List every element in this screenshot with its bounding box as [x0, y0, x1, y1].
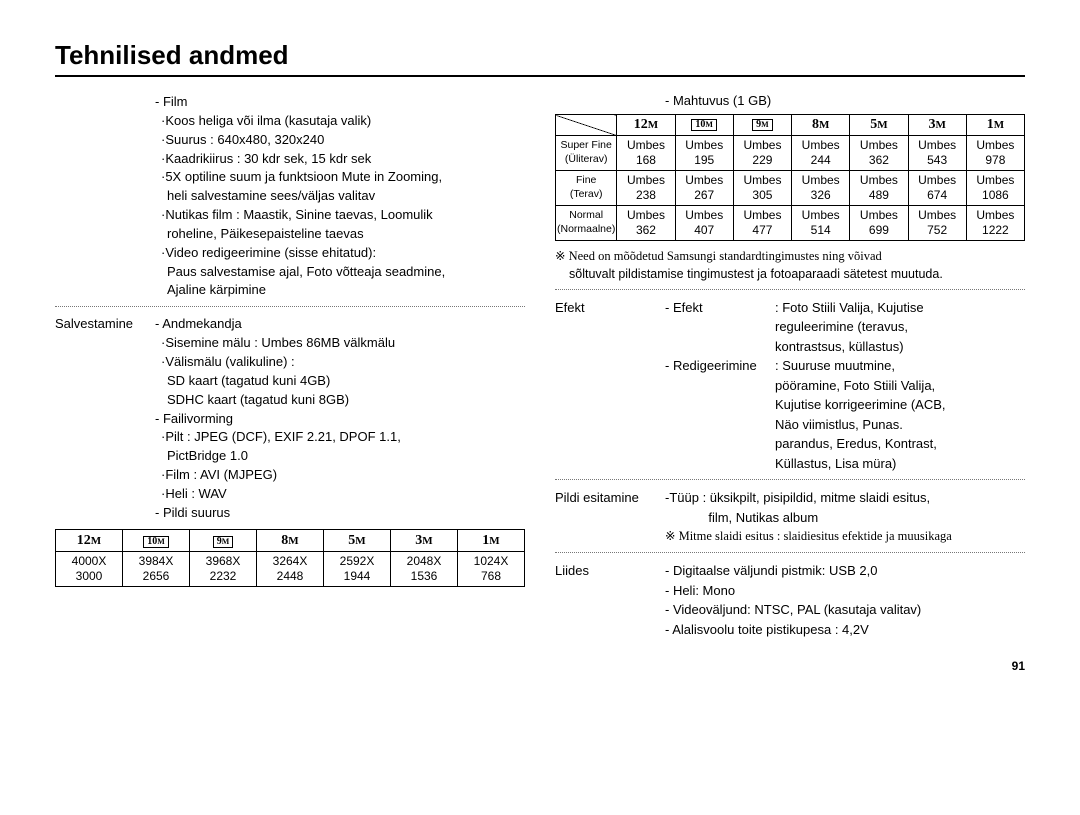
capacity-note: ※ Need on mõõdetud Samsungi standardting…	[555, 247, 1025, 283]
table-cell: Umbes244	[792, 135, 850, 170]
film-heading: - Film	[155, 93, 525, 112]
spec-line: roheline, Päikesepaisteline taevas	[167, 225, 525, 244]
pildi-label: Pildi esitamine	[555, 488, 665, 546]
spec-line: ·Sisemine mälu : Umbes 86MB välkmälu	[161, 334, 525, 353]
table-header: 9M	[733, 115, 791, 136]
pildi-content: -Tüüp : üksikpilt, pisipildid, mitme sla…	[665, 488, 1025, 546]
capacity-table: 12M10M9M8M5M3M1MSuper Fine(Üliterav)Umbe…	[555, 114, 1025, 241]
separator	[55, 306, 525, 307]
capacity-heading: - Mahtuvus (1 GB)	[665, 93, 1025, 108]
table-header: 12M	[56, 529, 123, 552]
efekt-label: Efekt	[555, 298, 665, 474]
separator	[555, 289, 1025, 290]
table-header: 3M	[908, 115, 966, 136]
table-header: 5M	[850, 115, 908, 136]
table-row-header: Fine(Terav)	[556, 170, 617, 205]
spec-line: - Videoväljund: NTSC, PAL (kasutaja vali…	[665, 600, 1025, 620]
spec-line: - Digitaalse väljundi pistmik: USB 2,0	[665, 561, 1025, 581]
spec-line: Ajaline kärpimine	[167, 281, 525, 300]
table-cell: Umbes362	[617, 205, 675, 240]
liides-content: - Digitaalse väljundi pistmik: USB 2,0- …	[665, 561, 1025, 639]
table-cell: Umbes514	[792, 205, 850, 240]
right-column: - Mahtuvus (1 GB) 12M10M9M8M5M3M1M Super …	[555, 93, 1025, 639]
table-header: 10M	[675, 115, 733, 136]
page-title: Tehnilised andmed	[55, 40, 1025, 77]
spec-line: SD kaart (tagatud kuni 4GB)	[167, 372, 525, 391]
table-cell: 4000X3000	[56, 552, 123, 587]
table-cell: 3984X2656	[123, 552, 190, 587]
table-header: 8M	[792, 115, 850, 136]
table-cell: Umbes305	[733, 170, 791, 205]
spec-line: ·Film : AVI (MJPEG)	[161, 466, 525, 485]
separator	[555, 479, 1025, 480]
table-cell: Umbes326	[792, 170, 850, 205]
table-cell: Umbes489	[850, 170, 908, 205]
failivorming-lines: ·Pilt : JPEG (DCF), EXIF 2.21, DPOF 1.1,…	[155, 428, 525, 503]
spec-line: - Heli: Mono	[665, 581, 1025, 601]
table-cell: 1024X768	[458, 552, 525, 587]
size-table: 12M10M9M8M5M3M1M 4000X30003984X26563968X…	[55, 529, 525, 588]
content-columns: - Film ·Koos heliga või ilma (kasutaja v…	[55, 93, 1025, 639]
table-header: 8M	[257, 529, 324, 552]
salvestamine-label: Salvestamine	[55, 315, 155, 522]
table-cell: Umbes699	[850, 205, 908, 240]
table-header: 12M	[617, 115, 675, 136]
separator	[555, 552, 1025, 553]
andmekandja-heading: - Andmekandja	[155, 315, 525, 334]
failivorming-heading: - Failivorming	[155, 410, 525, 429]
spec-line: ·5X optiline suum ja funktsioon Mute in …	[161, 168, 525, 187]
table-cell: Umbes674	[908, 170, 966, 205]
spec-line: Paus salvestamise ajal, Foto võtteaja se…	[167, 263, 525, 282]
andmekandja-lines: ·Sisemine mälu : Umbes 86MB välkmälu·Väl…	[155, 334, 525, 409]
table-cell: Umbes543	[908, 135, 966, 170]
table-cell: Umbes978	[966, 135, 1024, 170]
film-lines: ·Koos heliga või ilma (kasutaja valik)·S…	[155, 112, 525, 300]
spec-line: ·Kaadrikiirus : 30 kdr sek, 15 kdr sek	[161, 150, 525, 169]
table-cell: Umbes1222	[966, 205, 1024, 240]
table-cell: 2048X1536	[391, 552, 458, 587]
spec-line: ·Heli : WAV	[161, 485, 525, 504]
spec-line: SDHC kaart (tagatud kuni 8GB)	[167, 391, 525, 410]
liides-label: Liides	[555, 561, 665, 639]
spec-line: ·Nutikas film : Maastik, Sinine taevas, …	[161, 206, 525, 225]
pildisuurus-heading: - Pildi suurus	[155, 504, 525, 523]
table-cell: Umbes752	[908, 205, 966, 240]
spec-line: ·Suurus : 640x480, 320x240	[161, 131, 525, 150]
table-cell: Umbes267	[675, 170, 733, 205]
table-header: 9M	[190, 529, 257, 552]
table-header: 10M	[123, 529, 190, 552]
efekt-content: - Efekt : Foto Stiili Valija, Kujutise r…	[665, 298, 1025, 474]
table-cell: 3264X2448	[257, 552, 324, 587]
table-cell: Umbes477	[733, 205, 791, 240]
left-column: - Film ·Koos heliga või ilma (kasutaja v…	[55, 93, 525, 639]
spec-line: - Alalisvoolu toite pistikupesa : 4,2V	[665, 620, 1025, 640]
table-cell: Umbes407	[675, 205, 733, 240]
table-cell: Umbes1086	[966, 170, 1024, 205]
table-header: 1M	[966, 115, 1024, 136]
spec-line: ·Pilt : JPEG (DCF), EXIF 2.21, DPOF 1.1,	[161, 428, 525, 447]
spec-line: ·Video redigeerimine (sisse ehitatud):	[161, 244, 525, 263]
table-cell: Umbes229	[733, 135, 791, 170]
table-header: 5M	[324, 529, 391, 552]
table-row-header: Normal(Normaalne)	[556, 205, 617, 240]
spec-line: ·Välismälu (valikuline) :	[161, 353, 525, 372]
table-header: 1M	[458, 529, 525, 552]
table-cell: Umbes362	[850, 135, 908, 170]
table-cell: 2592X1944	[324, 552, 391, 587]
table-cell: Umbes195	[675, 135, 733, 170]
table-header: 3M	[391, 529, 458, 552]
spec-line: PictBridge 1.0	[167, 447, 525, 466]
table-cell: Umbes238	[617, 170, 675, 205]
spec-line: ·Koos heliga või ilma (kasutaja valik)	[161, 112, 525, 131]
spec-line: heli salvestamine sees/väljas valitav	[167, 187, 525, 206]
table-cell: 3968X2232	[190, 552, 257, 587]
table-corner	[556, 115, 617, 136]
table-cell: Umbes168	[617, 135, 675, 170]
table-row-header: Super Fine(Üliterav)	[556, 135, 617, 170]
page-number: 91	[55, 659, 1025, 673]
